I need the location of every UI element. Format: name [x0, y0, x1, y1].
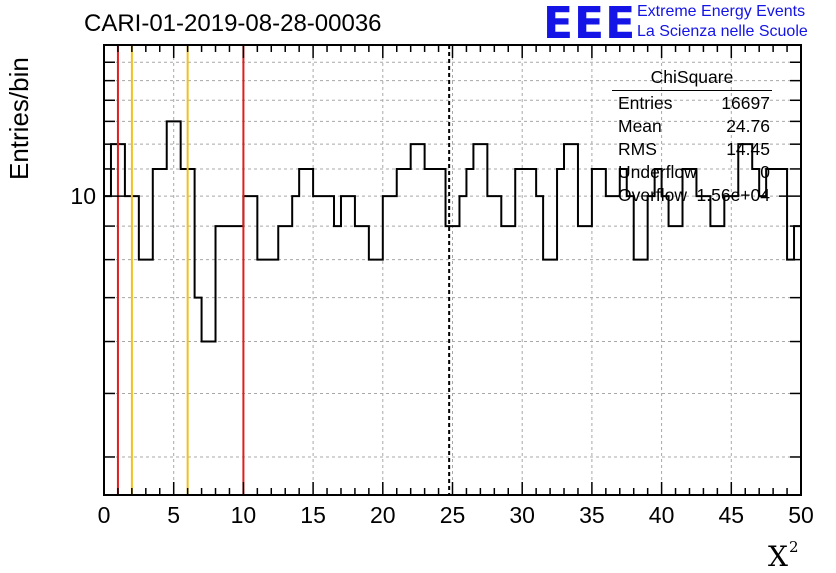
- x-tick-label: 30: [509, 502, 535, 528]
- x-tick-label: 5: [167, 502, 180, 528]
- chart-title: CARI-01-2019-08-28-00036: [84, 10, 382, 37]
- stats-row-rms: RMS 14.45: [612, 139, 772, 162]
- stats-row-mean: Mean 24.76: [612, 116, 772, 139]
- stats-value: 16697: [721, 93, 770, 113]
- x-tick-label: 25: [440, 502, 466, 528]
- logo-line-1: Extreme Energy Events: [637, 3, 806, 20]
- stats-key: RMS: [618, 139, 657, 159]
- stats-row-underflow: Underflow 0: [612, 162, 772, 185]
- stats-key: Underflow: [618, 162, 697, 182]
- stats-value: 0: [760, 162, 770, 182]
- x-tick-label: 45: [719, 502, 745, 528]
- stats-key: Mean: [618, 116, 662, 136]
- x-axis-label-superscript: 2: [788, 538, 799, 556]
- x-axis-label: X2: [768, 538, 798, 573]
- x-tick-label: 10: [231, 502, 257, 528]
- y-axis-label: Entries/bin: [4, 57, 34, 180]
- x-tick-label: 50: [788, 502, 814, 528]
- x-tick-label: 40: [649, 502, 675, 528]
- stats-row-overflow: Overflow 1.56e+04: [612, 185, 772, 208]
- histogram-series: [104, 120, 801, 343]
- reference-lines: [116, 45, 451, 495]
- x-axis-label-base: X: [768, 540, 788, 573]
- logo-line-2: La Scienza nelle Scuole: [637, 23, 808, 40]
- x-tick-label: 20: [370, 502, 396, 528]
- x-tick-label: 15: [300, 502, 326, 528]
- axis-tick-labels: 0 5 10 15 20 25 30 35 40 45 50 10: [70, 183, 813, 528]
- stats-value: 1.56e+04: [696, 185, 770, 205]
- stats-value: 24.76: [726, 116, 770, 136]
- stats-value: 14.45: [726, 139, 770, 159]
- axis-ticks: [103, 44, 802, 495]
- stats-key: Entries: [618, 93, 673, 113]
- stats-row-entries: Entries 16697: [612, 93, 772, 116]
- y-tick-label: 10: [70, 183, 96, 209]
- eee-logo-mark: EEE: [543, 0, 637, 49]
- stats-box: ChiSquare Entries 16697 Mean 24.76 RMS 1…: [612, 67, 772, 208]
- eee-logo: EEE Extreme Energy Events La Scienza nel…: [543, 0, 833, 49]
- histogram-steps: [104, 120, 801, 343]
- stats-key: Overflow: [618, 185, 688, 205]
- x-tick-label: 35: [579, 502, 605, 528]
- x-tick-label: 0: [98, 502, 111, 528]
- stats-title: ChiSquare: [612, 67, 772, 91]
